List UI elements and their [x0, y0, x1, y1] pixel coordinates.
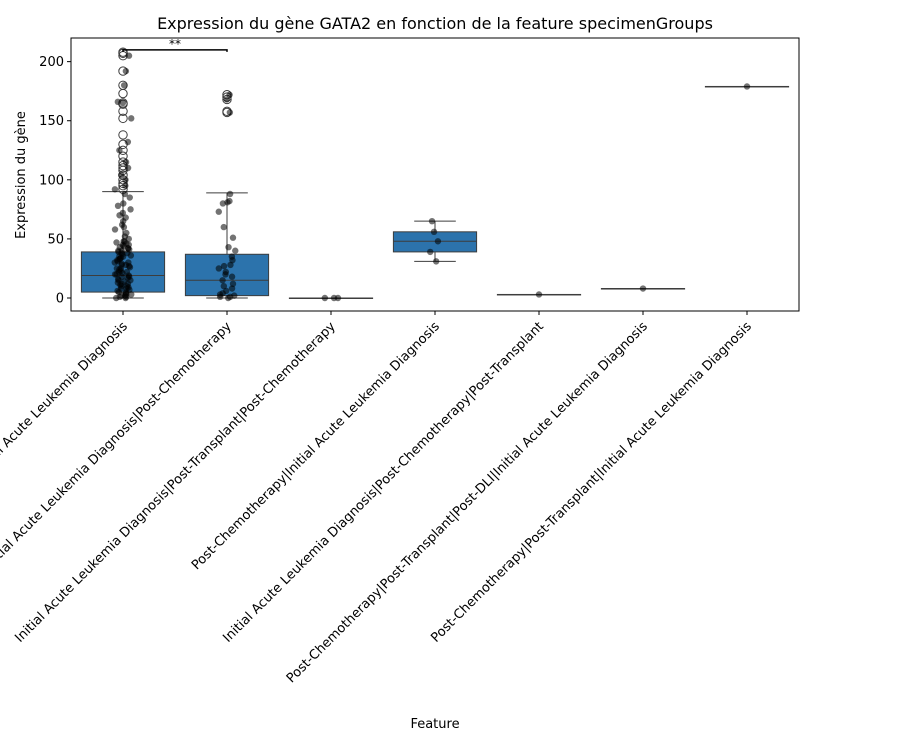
y-axis-label: Expression du gène	[14, 111, 29, 239]
x-tick-label: Post-Chemotherapy|Post-Transplant|Post-D…	[284, 319, 651, 686]
data-point	[124, 245, 132, 252]
data-point	[226, 109, 234, 116]
data-point	[220, 262, 228, 270]
data-point	[118, 171, 125, 179]
chart-title: Expression du gène GATA2 en fonction de …	[157, 14, 713, 33]
data-point	[228, 273, 236, 280]
data-point	[114, 202, 122, 210]
data-point	[225, 243, 232, 251]
data-point	[743, 83, 751, 90]
strip-points-3	[321, 294, 342, 302]
data-point	[113, 239, 120, 246]
y-tick-label: 0	[56, 292, 64, 307]
significance-label: **	[169, 37, 181, 51]
plot-frame	[70, 37, 800, 312]
data-point	[127, 277, 134, 284]
strip-points-5	[535, 291, 543, 298]
data-point	[321, 294, 329, 302]
data-point	[118, 280, 125, 288]
data-point	[119, 99, 127, 107]
data-point	[113, 294, 120, 302]
data-point	[118, 273, 126, 280]
data-point	[124, 138, 132, 146]
data-point	[122, 176, 129, 184]
data-point	[128, 115, 135, 122]
x-tick-label: Post-Chemotherapy|Initial Acute Leukemia…	[189, 319, 443, 573]
outlier-point	[118, 130, 128, 140]
data-point	[220, 282, 228, 290]
data-point	[232, 247, 239, 254]
y-tick-label: 50	[47, 232, 64, 247]
data-point	[120, 200, 127, 207]
data-point	[123, 291, 130, 298]
strip-points-1	[111, 52, 135, 302]
data-point	[228, 253, 236, 260]
data-point	[434, 238, 442, 245]
x-axis-label: Feature	[410, 717, 459, 732]
data-point	[116, 147, 123, 154]
data-point	[219, 277, 226, 284]
data-point	[430, 228, 438, 236]
y-tick-label: 150	[39, 114, 64, 129]
data-point	[111, 226, 119, 233]
data-point	[428, 217, 436, 225]
data-point	[222, 268, 230, 276]
data-point	[119, 209, 127, 217]
data-point	[639, 285, 647, 292]
strip-points-6	[639, 285, 647, 292]
y-tick-label: 100	[39, 173, 64, 188]
data-point	[215, 208, 222, 215]
data-point	[220, 223, 227, 231]
data-point	[122, 158, 130, 166]
x-tick-label: Initial Acute Leukemia Diagnosis	[0, 319, 131, 479]
data-point	[535, 291, 543, 298]
data-point	[125, 52, 133, 59]
data-point	[432, 258, 440, 265]
data-point	[120, 82, 128, 89]
data-point	[226, 190, 234, 198]
data-point	[113, 265, 121, 272]
bracket-line	[122, 49, 228, 52]
data-point	[114, 98, 122, 106]
data-point	[226, 91, 233, 98]
data-point	[122, 182, 129, 189]
data-point	[122, 214, 129, 221]
data-point	[215, 265, 223, 272]
data-point	[111, 259, 118, 266]
plot-area: **	[80, 37, 790, 302]
data-point	[226, 197, 233, 205]
data-point	[229, 234, 237, 241]
data-point	[122, 261, 129, 269]
data-point	[124, 164, 132, 172]
data-point	[127, 206, 134, 213]
significance-bracket: **	[122, 37, 228, 52]
data-point	[111, 186, 119, 193]
data-point	[330, 294, 338, 302]
strip-points-2	[215, 91, 239, 302]
outlier-point	[118, 113, 128, 124]
data-point	[231, 292, 238, 299]
axes: 0 50 100 150 200 Initial Acute Leukemia Diagn…	[0, 55, 755, 686]
outlier-point	[118, 151, 128, 161]
strip-points-7	[743, 83, 751, 90]
data-point	[122, 67, 130, 75]
strip-points-4	[427, 217, 442, 265]
data-point	[126, 194, 133, 201]
data-point	[223, 287, 230, 295]
outlier-point	[118, 47, 128, 57]
data-point	[223, 96, 231, 103]
data-point	[121, 190, 129, 198]
data-point	[115, 247, 122, 254]
data-point	[427, 248, 434, 256]
data-point	[123, 229, 130, 237]
data-point	[229, 280, 237, 288]
outlier-point	[118, 88, 128, 99]
y-tick-label: 200	[39, 55, 64, 70]
data-point	[123, 268, 131, 276]
